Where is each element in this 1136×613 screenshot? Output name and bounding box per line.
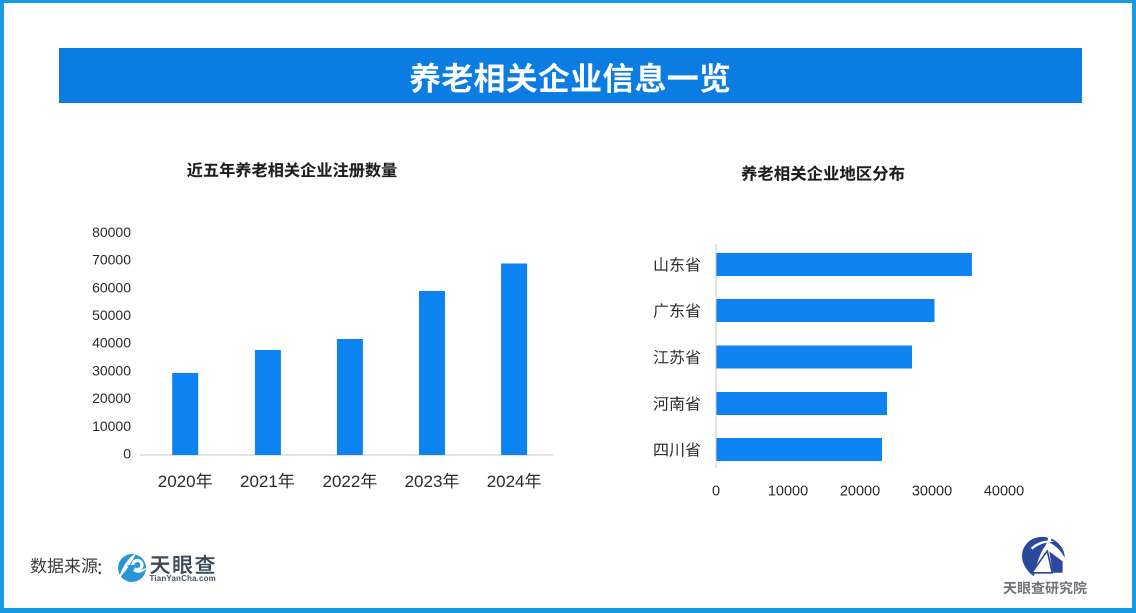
svg-text:2024: 2024 — [487, 472, 525, 491]
svg-text:2021: 2021 — [240, 472, 278, 491]
svg-text:2020: 2020 — [158, 472, 196, 491]
svg-text:20000: 20000 — [92, 390, 131, 406]
svg-text:70000: 70000 — [92, 252, 131, 268]
svg-text:40000: 40000 — [92, 335, 131, 351]
svg-text:2022: 2022 — [323, 472, 361, 491]
svg-text:0: 0 — [712, 484, 720, 500]
svg-text:10000: 10000 — [92, 418, 131, 434]
svg-text:TianYanCha.com: TianYanCha.com — [150, 574, 216, 583]
svg-text:40000: 40000 — [984, 484, 1024, 500]
svg-text:50000: 50000 — [92, 307, 131, 323]
svg-text:80000: 80000 — [92, 224, 131, 240]
svg-text:30000: 30000 — [912, 484, 952, 500]
svg-text:2023: 2023 — [405, 472, 443, 491]
svg-text:60000: 60000 — [92, 279, 131, 295]
svg-text:10000: 10000 — [768, 484, 808, 500]
svg-text:30000: 30000 — [92, 362, 131, 378]
svg-text:20000: 20000 — [840, 484, 880, 500]
svg-text:0: 0 — [123, 446, 131, 462]
